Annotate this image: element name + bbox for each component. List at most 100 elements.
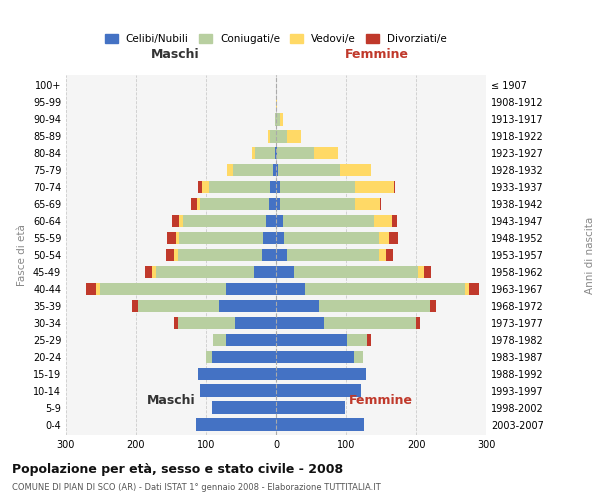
Bar	[262, 248, 276, 262]
Bar	[276, 316, 323, 330]
Bar	[268, 130, 271, 142]
Bar	[276, 248, 287, 262]
Bar	[355, 350, 363, 364]
Y-axis label: Fasce di età: Fasce di età	[17, 224, 27, 286]
Bar	[197, 368, 276, 380]
Bar	[280, 113, 283, 126]
Bar	[284, 232, 379, 244]
Bar	[323, 316, 416, 330]
Bar	[178, 248, 262, 262]
Bar	[155, 266, 254, 278]
Bar	[176, 232, 179, 244]
Bar	[209, 180, 271, 194]
Bar	[275, 146, 276, 160]
Bar	[276, 384, 361, 397]
Legend: Celibi/Nubili, Coniugati/e, Vedovi/e, Divorziati/e: Celibi/Nubili, Coniugati/e, Vedovi/e, Di…	[101, 30, 451, 48]
Text: Maschi: Maschi	[146, 394, 196, 407]
Bar	[355, 180, 394, 194]
Bar	[276, 368, 365, 380]
Bar	[96, 282, 100, 296]
Text: Maschi: Maschi	[151, 48, 200, 60]
Bar	[314, 146, 338, 160]
Bar	[179, 232, 263, 244]
Bar	[276, 96, 277, 108]
Bar	[172, 214, 179, 228]
Bar	[276, 282, 305, 296]
Bar	[200, 198, 269, 210]
Bar	[276, 266, 293, 278]
Bar	[280, 198, 355, 210]
Bar	[276, 402, 344, 414]
Bar	[183, 214, 265, 228]
Bar	[424, 266, 431, 278]
Y-axis label: Anni di nascita: Anni di nascita	[586, 216, 595, 294]
Bar	[379, 248, 386, 262]
Bar	[283, 214, 374, 228]
Bar	[355, 198, 380, 210]
Bar	[276, 198, 280, 210]
Bar	[212, 350, 276, 364]
Bar	[273, 164, 276, 176]
Bar	[416, 316, 419, 330]
Bar	[275, 113, 276, 126]
Bar	[276, 214, 283, 228]
Bar	[167, 232, 176, 244]
Bar	[86, 282, 96, 296]
Bar	[276, 350, 355, 364]
Bar	[191, 198, 197, 210]
Bar	[277, 146, 314, 160]
Bar	[179, 214, 183, 228]
Bar	[465, 282, 469, 296]
Text: Popolazione per età, sesso e stato civile - 2008: Popolazione per età, sesso e stato civil…	[12, 462, 343, 475]
Bar	[263, 232, 276, 244]
Bar	[276, 164, 278, 176]
Bar	[347, 334, 367, 346]
Bar	[379, 232, 389, 244]
Bar	[175, 316, 178, 330]
Bar	[394, 180, 395, 194]
Bar	[254, 266, 276, 278]
Bar	[152, 266, 155, 278]
Bar	[226, 334, 276, 346]
Text: Femmine: Femmine	[349, 394, 413, 407]
Bar	[293, 266, 418, 278]
Bar	[280, 180, 355, 194]
Bar	[235, 316, 276, 330]
Bar	[276, 232, 284, 244]
Bar	[430, 300, 436, 312]
Bar	[278, 164, 340, 176]
Bar	[138, 300, 218, 312]
Bar	[276, 180, 280, 194]
Bar	[213, 334, 226, 346]
Bar	[200, 384, 276, 397]
Bar	[233, 164, 273, 176]
Bar	[276, 334, 347, 346]
Bar	[227, 164, 233, 176]
Bar	[276, 113, 280, 126]
Bar	[380, 198, 381, 210]
Bar	[166, 248, 175, 262]
Bar	[418, 266, 424, 278]
Bar	[197, 198, 200, 210]
Bar	[218, 300, 276, 312]
Bar	[269, 198, 276, 210]
Bar	[175, 248, 178, 262]
Bar	[386, 248, 393, 262]
Bar	[319, 300, 430, 312]
Bar	[198, 180, 202, 194]
Bar	[276, 146, 277, 160]
Bar	[276, 130, 287, 142]
Bar	[202, 180, 209, 194]
Bar	[392, 214, 397, 228]
Bar	[367, 334, 371, 346]
Bar	[469, 282, 479, 296]
Text: Femmine: Femmine	[345, 48, 409, 60]
Bar	[255, 146, 275, 160]
Bar	[265, 214, 276, 228]
Bar	[305, 282, 465, 296]
Bar	[196, 418, 276, 431]
Bar	[251, 146, 255, 160]
Bar	[287, 248, 379, 262]
Bar	[145, 266, 152, 278]
Bar	[340, 164, 371, 176]
